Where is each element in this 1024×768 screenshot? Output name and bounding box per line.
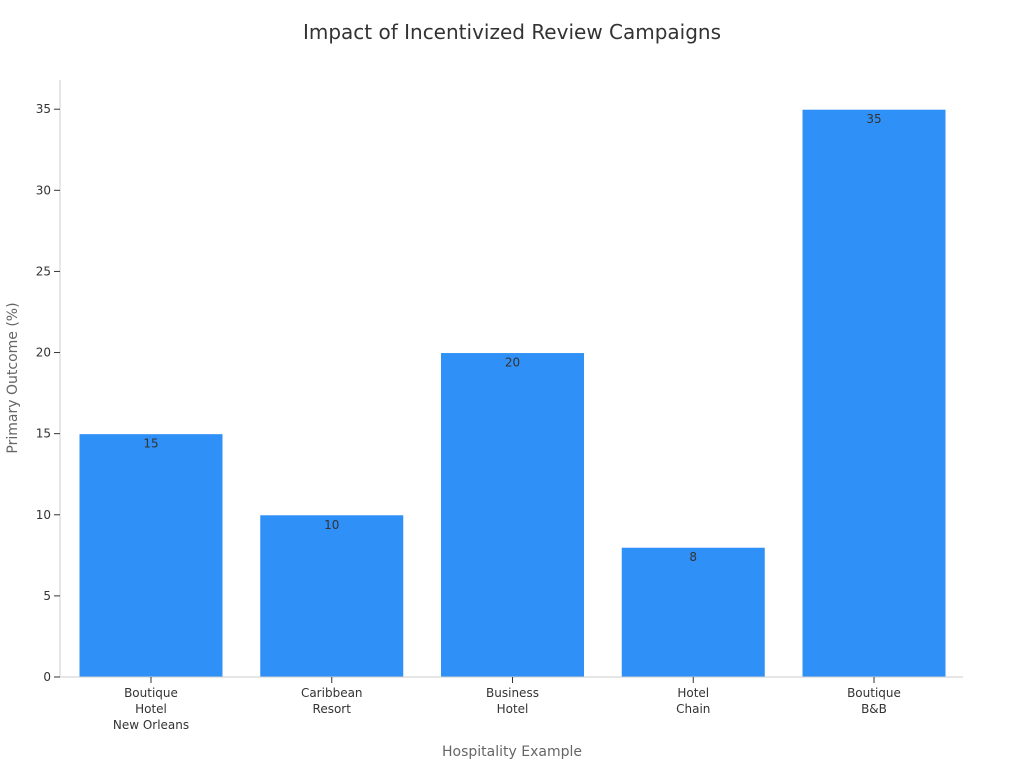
y-tick-label: 20: [36, 346, 51, 360]
bar-value-label: 10: [324, 518, 339, 532]
y-tick-label: 30: [36, 183, 51, 197]
data-labels-layer: 15 10 20 8 35: [143, 112, 881, 564]
bar-value-label: 8: [689, 550, 697, 564]
y-axis-ticks: 0 5 10 15 20 25 30 35: [36, 102, 60, 684]
x-axis-ticks: Boutique Hotel New Orleans Caribbean Resort B…: [113, 677, 901, 732]
bar-value-label: 35: [866, 112, 881, 126]
y-tick-label: 15: [36, 427, 51, 441]
x-tick-label: Resort: [313, 702, 352, 716]
x-tick-label: Boutique: [847, 686, 901, 700]
x-tick-label: Hotel: [497, 702, 529, 716]
y-tick-label: 35: [36, 102, 51, 116]
bar-value-label: 15: [143, 437, 158, 451]
x-tick-label: Caribbean: [301, 686, 363, 700]
bar: [78, 433, 224, 678]
bar: [620, 546, 766, 678]
bar-value-label: 20: [505, 356, 520, 370]
x-tick-label: New Orleans: [113, 718, 189, 732]
x-tick-label: Business: [486, 686, 539, 700]
y-tick-label: 25: [36, 264, 51, 278]
x-tick-label: B&B: [861, 702, 887, 716]
y-axis-title: Primary Outcome (%): [5, 302, 21, 453]
x-tick-label: Boutique: [124, 686, 178, 700]
y-tick-label: 0: [43, 670, 51, 684]
x-tick-label: Chain: [676, 702, 710, 716]
bar: [440, 352, 585, 678]
y-tick-label: 5: [43, 589, 51, 603]
x-axis-title: Hospitality Example: [442, 744, 582, 760]
x-tick-label: Hotel: [135, 702, 167, 716]
bars-layer: [78, 108, 947, 678]
chart-title: Impact of Incentivized Review Campaigns: [302, 20, 722, 44]
bar: [801, 108, 947, 678]
bar: [259, 514, 405, 678]
x-tick-label: Hotel: [677, 686, 709, 700]
y-tick-label: 10: [36, 508, 51, 522]
